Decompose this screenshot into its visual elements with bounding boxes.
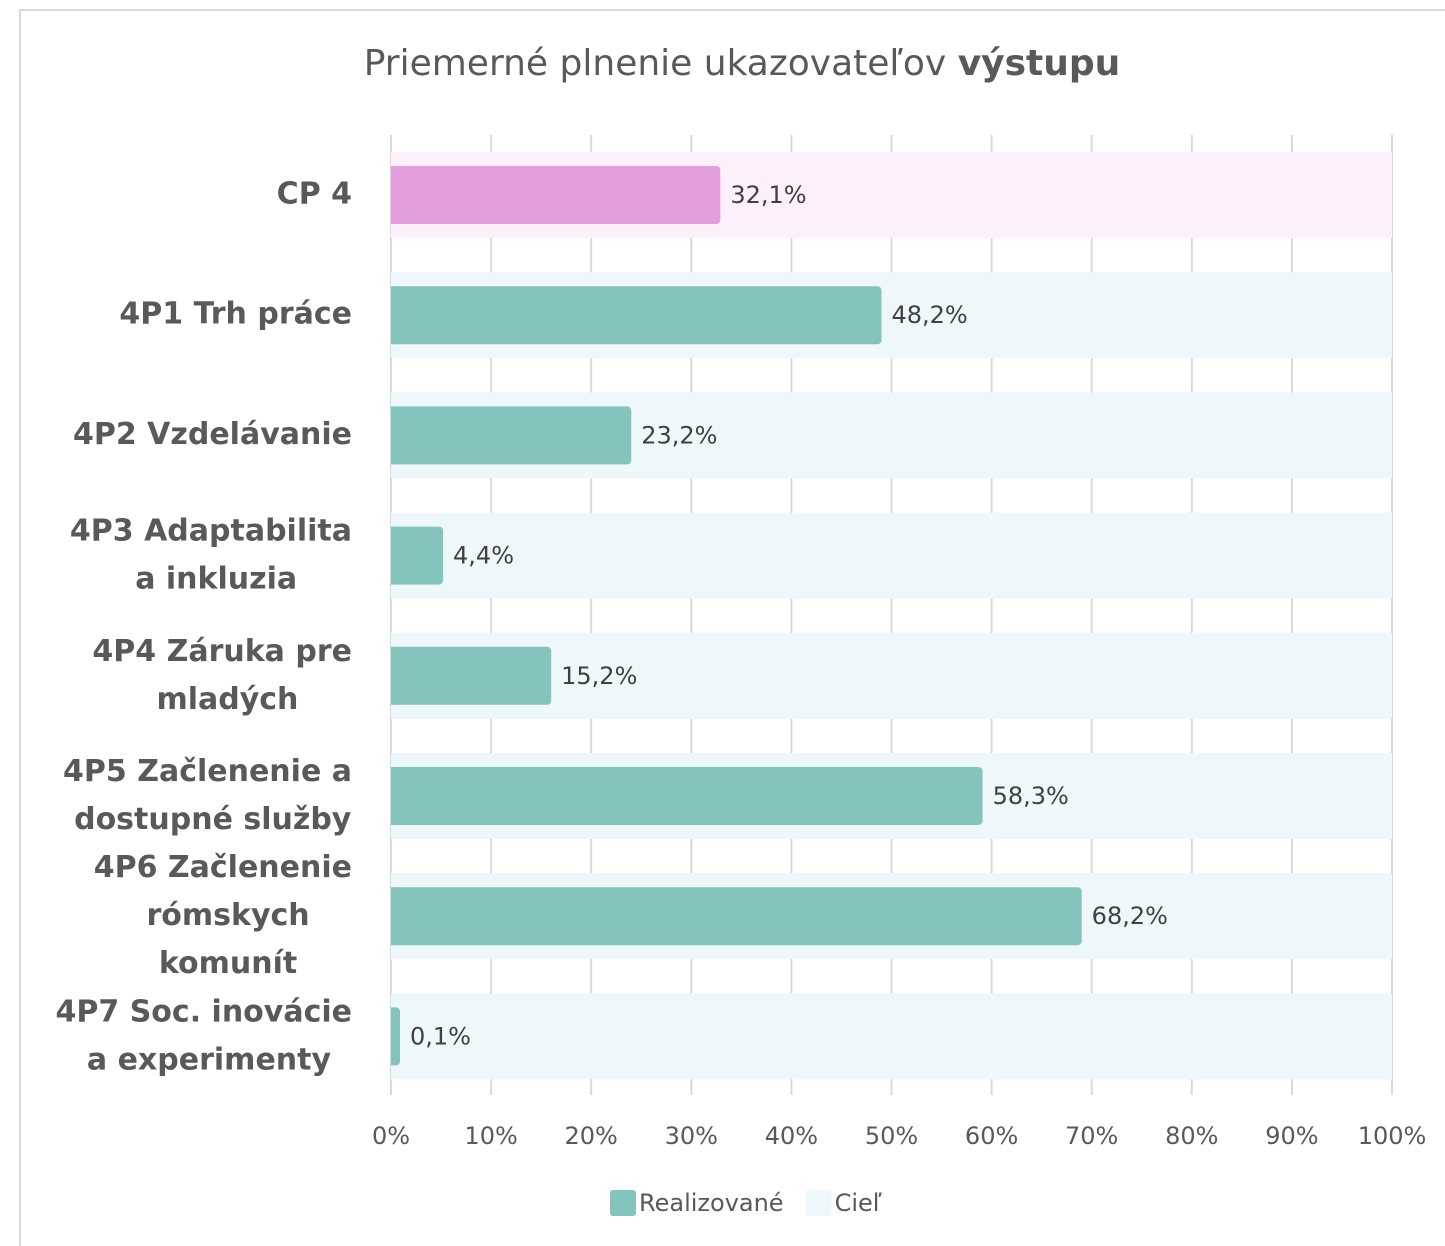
target-band <box>391 632 1392 719</box>
label-line: 4P7 Soc. inovácie <box>56 994 352 1029</box>
value-label: 32,1% <box>730 181 806 209</box>
label-line: 4P3 Adaptabilita <box>70 513 352 548</box>
y-tick-label: 4P3 Adaptabilita a inkluzia <box>70 513 352 596</box>
y-tick-label: CP 4 <box>277 177 352 212</box>
x-tick-label: 40% <box>765 1122 818 1150</box>
label-line: 4P6 Začlenenie <box>94 850 352 885</box>
value-label: 48,2% <box>891 301 967 329</box>
y-tick-label: 4P5 Začlenenie a dostupné služby <box>63 754 352 837</box>
bar <box>391 887 1082 946</box>
label-line: 4P5 Začlenenie a <box>63 754 352 789</box>
chart-title: Priemerné plnenie ukazovateľov výstupu <box>364 43 1121 84</box>
legend-swatch <box>610 1190 636 1216</box>
bar-left-edge <box>391 887 397 946</box>
x-tick-label: 60% <box>965 1122 1018 1150</box>
value-label: 23,2% <box>641 421 717 449</box>
label-line: a inkluzia <box>125 561 297 596</box>
label-line: a experimenty <box>76 1042 331 1077</box>
label-line: rómskych <box>136 898 310 933</box>
x-tick-label: 30% <box>665 1122 718 1150</box>
y-tick-label: 4P4 Záruka pre mladých <box>92 633 352 716</box>
bar-left-edge <box>391 526 397 585</box>
y-tick-label: 4P7 Soc. inovácie a experimenty <box>56 994 352 1077</box>
x-tick-label: 80% <box>1165 1122 1218 1150</box>
bar <box>391 767 983 825</box>
x-tick-label: 70% <box>1065 1122 1118 1150</box>
target-band <box>391 512 1392 599</box>
value-label: 0,1% <box>410 1022 471 1050</box>
y-tick-label: 4P1 Trh práce <box>119 297 352 332</box>
bar-left-edge <box>391 767 397 825</box>
legend-label: Cieľ <box>835 1189 882 1217</box>
label-line: komunít <box>148 946 297 981</box>
value-label: 58,3% <box>993 782 1069 810</box>
bar <box>391 286 882 345</box>
label-line: dostupné služby <box>64 802 352 837</box>
x-tick-label: 100% <box>1358 1122 1427 1150</box>
y-tick-label: 4P2 Vzdelávanie <box>73 417 352 452</box>
title-part: Priemerné plnenie ukazovateľov <box>364 43 947 84</box>
bar-left-edge <box>391 286 397 345</box>
title-part-bold: výstupu <box>958 43 1121 84</box>
bar-left-edge <box>391 406 397 465</box>
x-tick-label: 90% <box>1265 1122 1318 1150</box>
value-label: 15,2% <box>561 662 637 690</box>
bar-left-edge <box>391 1007 395 1066</box>
bar-left-edge <box>391 646 397 705</box>
target-band <box>391 993 1392 1080</box>
x-tick-label: 50% <box>865 1122 918 1150</box>
x-tick-label: 0% <box>372 1122 410 1150</box>
label-line: mladých <box>146 681 298 716</box>
x-tick-label: 20% <box>565 1122 618 1150</box>
bar-left-edge <box>391 166 397 224</box>
bar <box>391 406 632 465</box>
legend-label: Realizované <box>639 1189 784 1217</box>
x-tick-label: 10% <box>464 1122 517 1150</box>
bar <box>391 646 552 705</box>
legend-swatch <box>805 1190 832 1216</box>
value-label: 4,4% <box>453 542 514 570</box>
bar <box>391 526 444 585</box>
value-label: 68,2% <box>1092 902 1168 930</box>
label-line: 4P4 Záruka pre <box>92 633 352 668</box>
y-tick-label: 4P6 Začlenenie rómskych komunít <box>94 850 352 981</box>
bar <box>391 166 721 224</box>
